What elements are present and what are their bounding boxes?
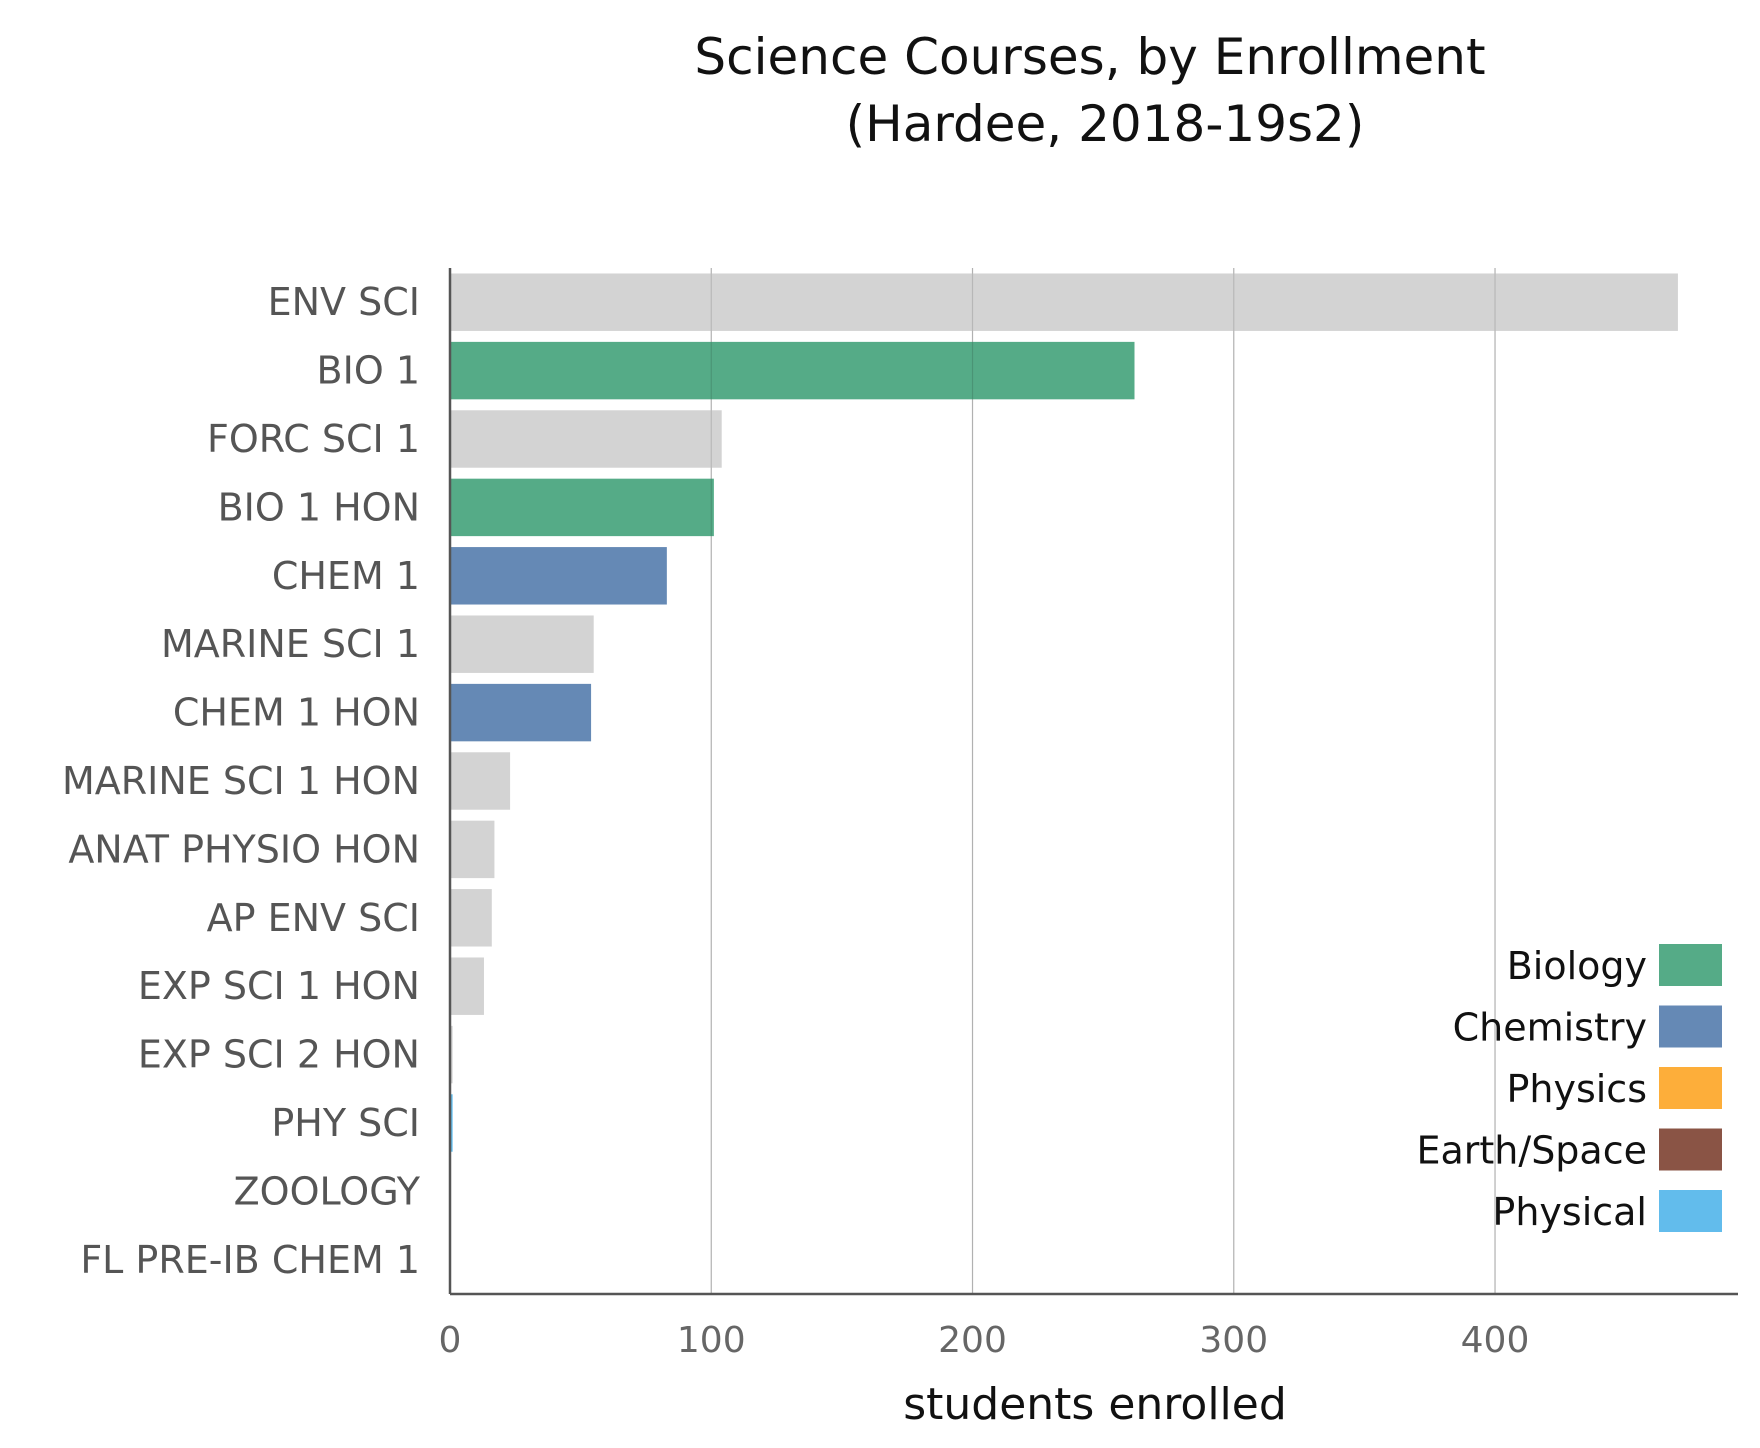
legend: Biology Chemistry Physics Earth/Space Physic… <box>1416 944 1722 1234</box>
y-label-10: EXP SCI 1 HON <box>138 964 420 1008</box>
y-label-13: ZOOLOGY <box>234 1169 421 1213</box>
bar-7 <box>450 752 511 810</box>
bar-2 <box>450 410 722 468</box>
bar-3 <box>450 478 714 537</box>
bars <box>450 273 1678 1152</box>
bar-1 <box>450 341 1135 400</box>
y-label-6: CHEM 1 HON <box>173 691 420 735</box>
chart-title: Science Courses, by Enrollment <box>694 28 1485 86</box>
y-label-2: FORC SCI 1 <box>207 417 420 461</box>
bar-10 <box>450 957 484 1015</box>
x-tick-1: 100 <box>677 1320 746 1361</box>
legend-swatch-1 <box>1659 1005 1722 1048</box>
y-label-5: MARINE SCI 1 <box>161 622 420 666</box>
legend-label-0: Biology <box>1507 944 1647 988</box>
x-tick-2: 200 <box>938 1320 1007 1361</box>
bar-9 <box>450 889 492 947</box>
legend-label-4: Physical <box>1492 1190 1647 1234</box>
gridline-overlay <box>710 268 1496 1294</box>
bar-0 <box>450 273 1678 331</box>
legend-swatch-4 <box>1659 1190 1722 1232</box>
bar-6 <box>450 683 592 742</box>
y-label-8: ANAT PHYSIO HON <box>68 827 420 871</box>
y-label-3: BIO 1 HON <box>218 485 420 529</box>
y-label-7: MARINE SCI 1 HON <box>62 759 420 803</box>
y-label-11: EXP SCI 2 HON <box>138 1033 420 1077</box>
y-axis-labels: ENV SCI BIO 1 FORC SCI 1 BIO 1 HON CHEM 1 MAR… <box>62 280 421 1282</box>
x-tick-0: 0 <box>439 1320 462 1361</box>
y-label-4: CHEM 1 <box>272 554 420 598</box>
chart-subtitle: (Hardee, 2018-19s2) <box>846 95 1365 153</box>
y-label-0: ENV SCI <box>268 280 420 324</box>
x-tick-3: 300 <box>1199 1320 1268 1361</box>
x-axis-label: students enrolled <box>903 1379 1287 1430</box>
y-label-9: AP ENV SCI <box>207 896 420 940</box>
legend-label-2: Physics <box>1506 1067 1647 1111</box>
bar-12 <box>450 1094 453 1152</box>
axes <box>448 268 1738 1296</box>
legend-swatch-3 <box>1659 1128 1722 1171</box>
x-tick-4: 400 <box>1461 1320 1530 1361</box>
legend-swatch-2 <box>1659 1067 1722 1109</box>
x-axis-ticks: 0 100 200 300 400 <box>439 1320 1530 1361</box>
y-label-1: BIO 1 <box>317 349 420 393</box>
legend-label-3: Earth/Space <box>1416 1129 1647 1173</box>
bar-11 <box>450 1025 453 1084</box>
y-label-12: PHY SCI <box>271 1101 420 1145</box>
bar-5 <box>450 615 594 673</box>
y-label-14: FL PRE-IB CHEM 1 <box>80 1238 420 1282</box>
gridlines <box>710 268 1496 1294</box>
bar-4 <box>450 547 667 605</box>
legend-label-1: Chemistry <box>1453 1006 1647 1050</box>
legend-swatch-0 <box>1659 944 1722 986</box>
bar-8 <box>450 820 495 879</box>
